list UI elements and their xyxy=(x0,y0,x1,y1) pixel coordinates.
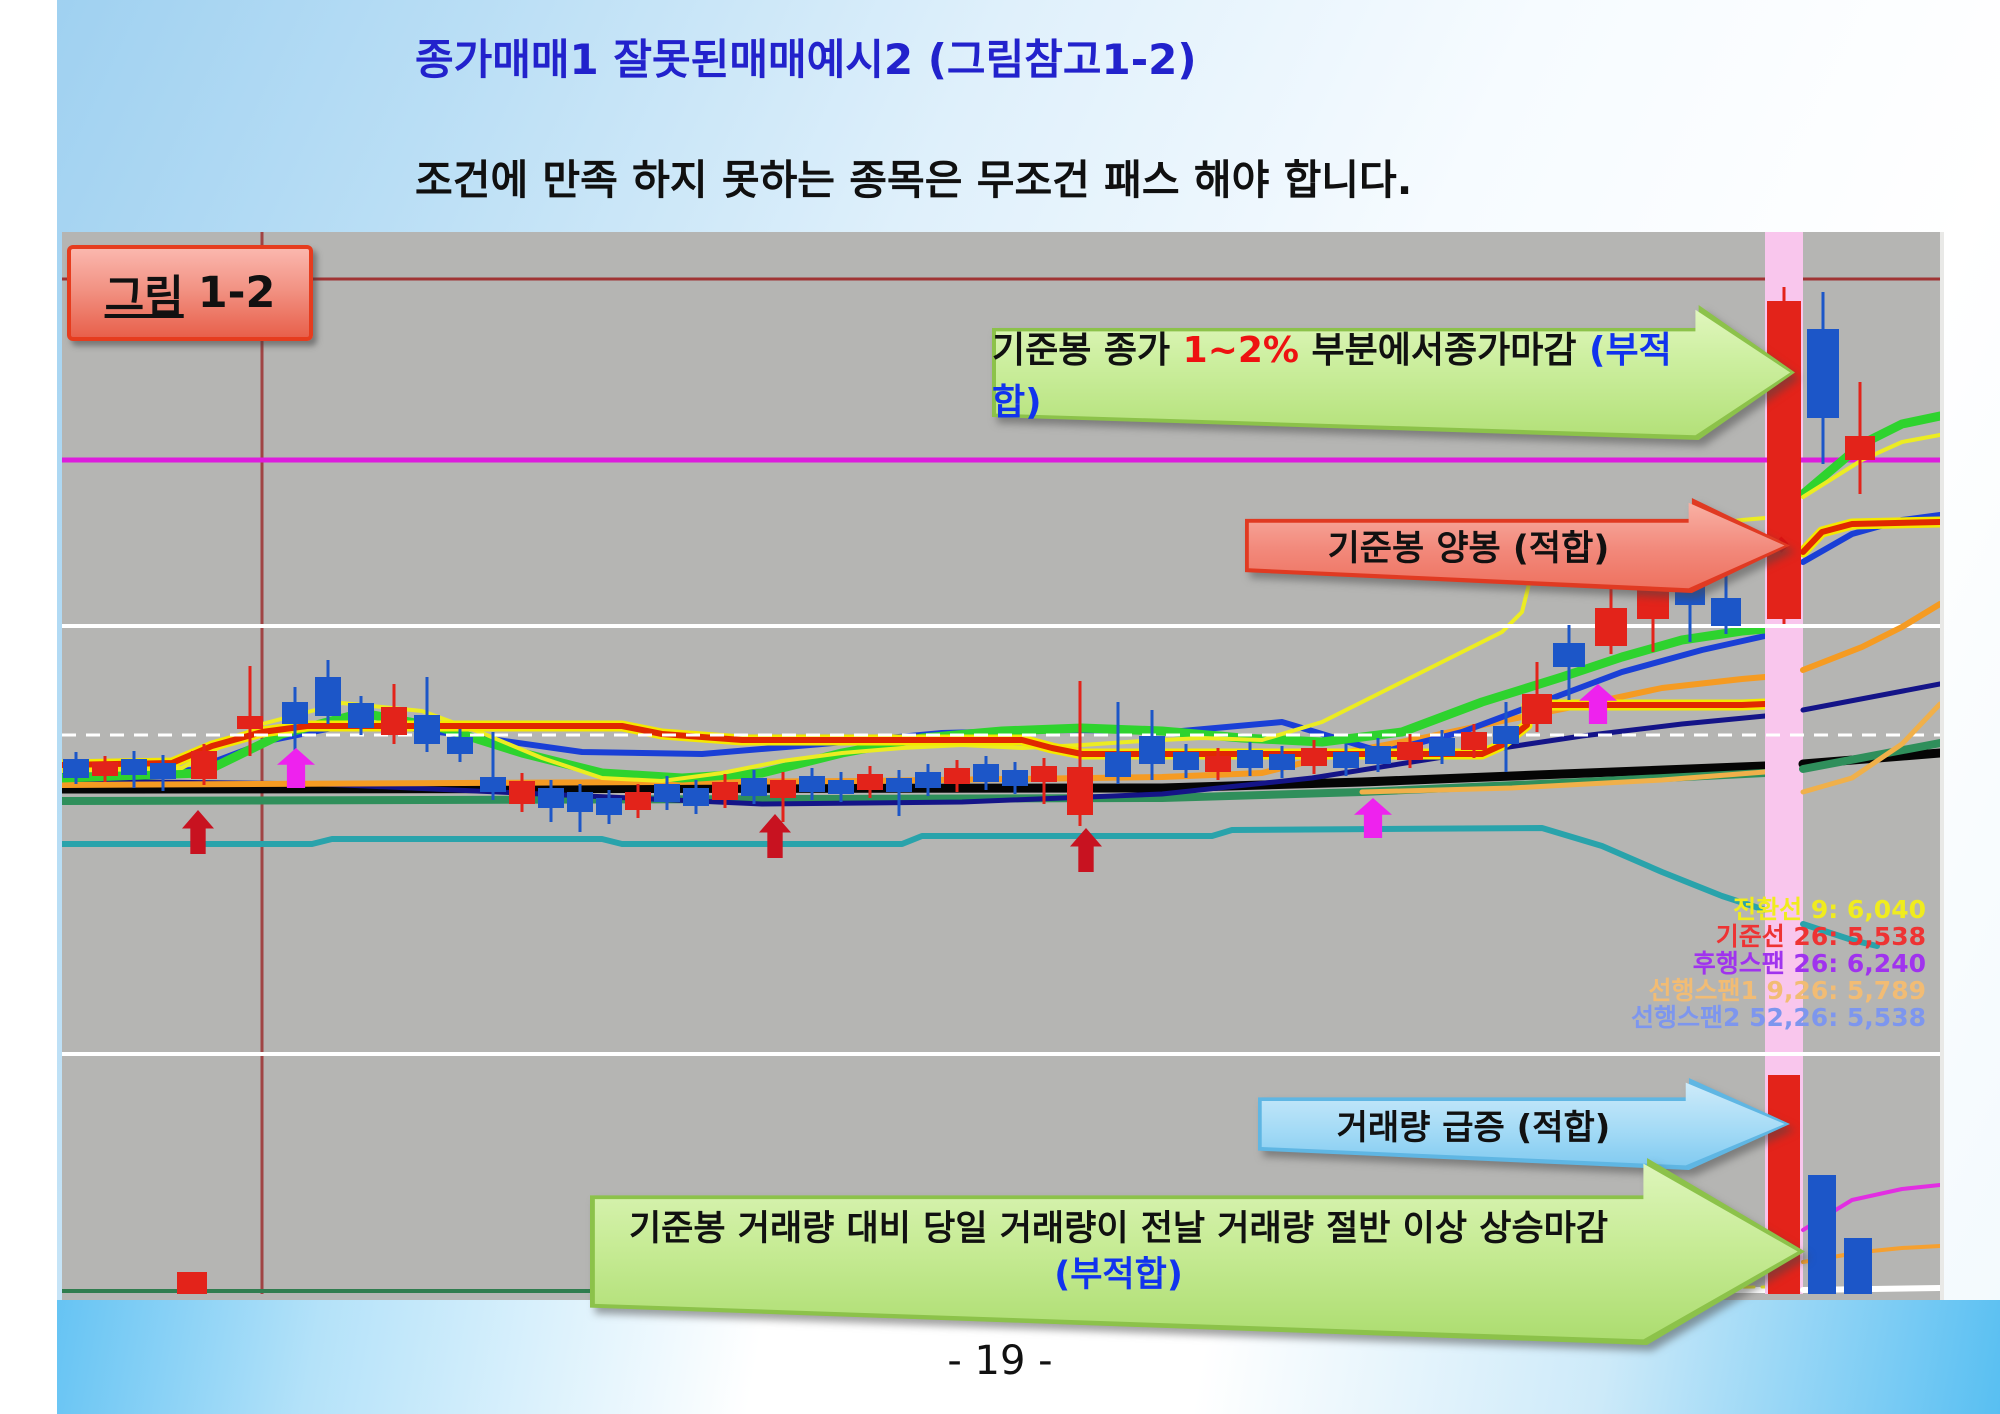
volume-surge-text: 거래량 급증 (적합) xyxy=(1336,1107,1611,1148)
legend-item: 전환선 9: 6,040 xyxy=(1733,895,1926,924)
legend-item: 선행스팬2 52,26: 5,538 xyxy=(1631,1003,1926,1032)
annotation-volume-condition-arrow: 기준봉 거래량 대비 당일 거래량이 전날 거래량 절반 이상 상승마감 (부적… xyxy=(590,1158,1805,1345)
slide-title: 종가매매1 잘못된매매예시2 (그림참고1-2) xyxy=(415,35,1197,84)
slide-subtitle: 조건에 만족 하지 못하는 종목은 무조건 패스 해야 합니다. xyxy=(415,156,1413,204)
figure-label: 그림 1-2 xyxy=(67,245,313,341)
figure-label-number: 1-2 xyxy=(197,268,276,318)
close-arrow-text-3: 부분에서종가마감 xyxy=(1299,329,1590,371)
close-arrow-text-1: 기준봉 종가 xyxy=(992,329,1183,371)
annotation-volume-surge-arrow: 거래량 급증 (적합) xyxy=(1258,1078,1790,1170)
close-arrow-text-4: (부적합) xyxy=(992,329,1672,423)
close-arrow-text-2: 1~2% xyxy=(1182,329,1300,371)
volume-condition-line1: 기준봉 거래량 대비 당일 거래량이 전날 거래량 절반 이상 상승마감 xyxy=(628,1208,1609,1249)
ichimoku-legend: 전환선 9: 6,040 기준선 26: 5,538 후행스팬 26: 6,240 선… xyxy=(1631,896,1926,1031)
volume-condition-line2: (부적합) xyxy=(1054,1254,1183,1295)
annotation-bull-candle-arrow: 기준봉 양봉 (적합) xyxy=(1245,498,1790,593)
bull-arrow-text: 기준봉 양봉 (적합) xyxy=(1327,529,1610,569)
left-margin xyxy=(0,0,57,1414)
legend-item: 후행스팬 26: 6,240 xyxy=(1692,949,1926,978)
figure-label-word: 그림 xyxy=(104,272,184,322)
legend-item: 선행스팬1 9,26: 5,789 xyxy=(1648,976,1926,1005)
annotation-close-arrow: 기준봉 종가 1~2% 부분에서종가마감 (부적합) xyxy=(992,305,1795,440)
page-number: - 19 - xyxy=(947,1338,1053,1384)
legend-item: 기준선 26: 5,538 xyxy=(1715,922,1926,951)
